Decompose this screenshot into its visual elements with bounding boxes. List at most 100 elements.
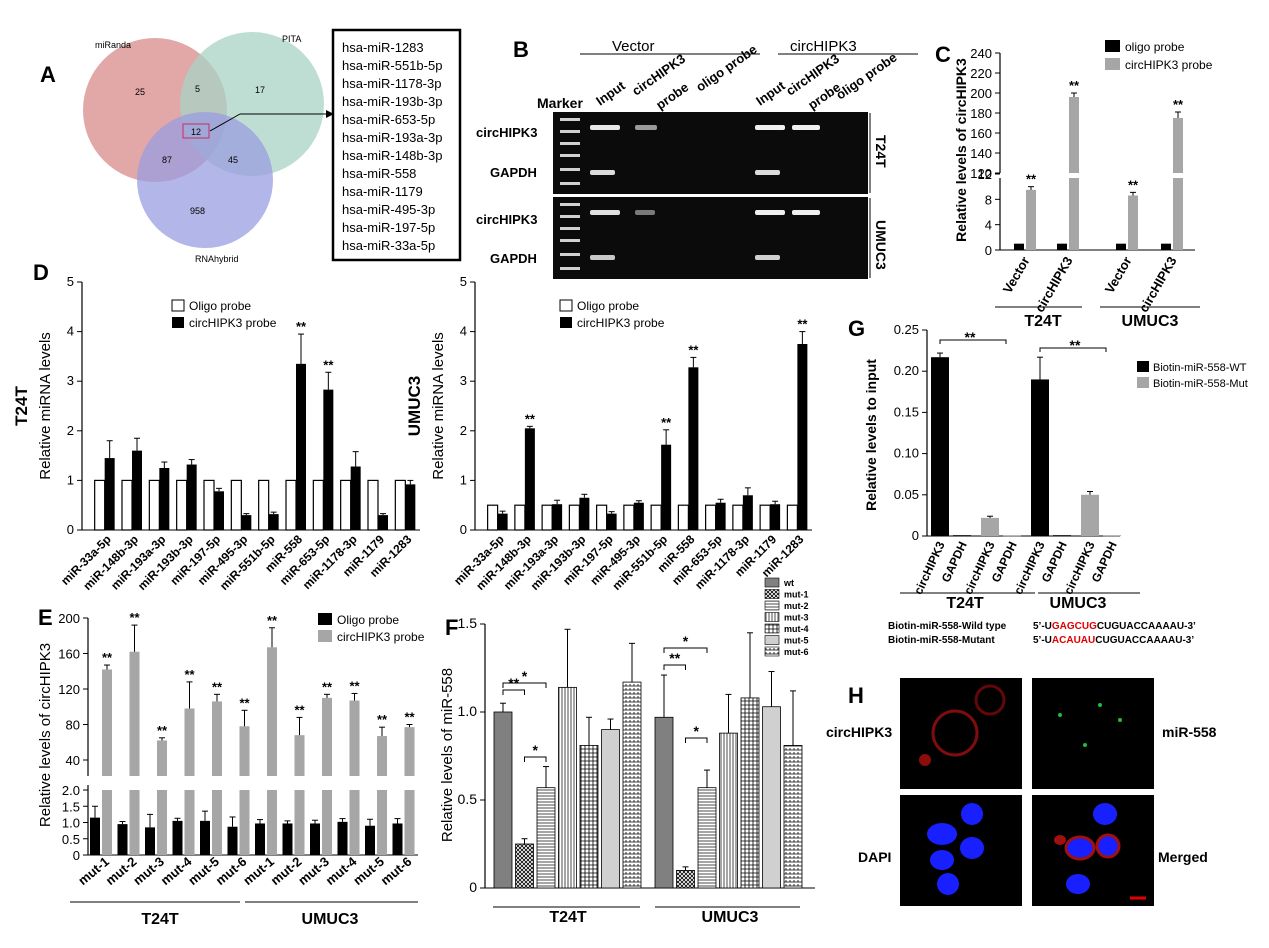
seq-mut-prefix: 5’-U (1033, 635, 1052, 646)
g-group-0: T24T (946, 595, 984, 612)
f-sig-1-0: ** (669, 650, 680, 666)
f-sig-bracket-0-1 (502, 682, 547, 688)
gel-row-1: circHIPK3 (476, 125, 537, 140)
f-sig-bracket-0-2 (524, 756, 547, 762)
gel-umuc3 (553, 197, 868, 279)
e-bar-circ-10-low (377, 790, 387, 855)
e-xtick-8: mut-3 (295, 854, 332, 888)
d2-bar-circ-10 (770, 504, 781, 530)
g-y-tick-label-0: 0 (912, 528, 919, 543)
f-bar-0-mut-3 (558, 686, 577, 889)
seq-wt: 5’-UGAGCUGCUGUACCAAAAU-3’ (1033, 621, 1196, 632)
e-y-tick-label-high-2: 120 (58, 682, 80, 697)
c-y-tick-label-high-4: 200 (970, 86, 992, 101)
c-bar-circhipk3-probe-0 (1026, 189, 1036, 250)
gel-band-10 (590, 255, 615, 260)
fish-green-dot-4 (1083, 743, 1087, 747)
c-bar-circhipk3-probe-2 (1128, 195, 1138, 250)
d1-bar-oligo-2 (148, 479, 160, 531)
venn-label-miranda: miRanda (95, 40, 131, 50)
seq-wt-suffix: CUGUACCAAAAU-3’ (1097, 621, 1196, 632)
fish-nucleus-3 (930, 850, 954, 870)
e-legend-0: Oligo probe (337, 613, 399, 627)
e-xtick-6: mut-1 (240, 854, 277, 888)
gel-row-4: GAPDH (490, 251, 537, 266)
d2-bar-circ-11 (797, 344, 808, 530)
panel-label-c: C (935, 42, 951, 67)
f-bar-1-mut-1 (676, 870, 695, 889)
e-ylabel: Relative levels of circHIPK3 (37, 643, 54, 827)
f-legend-swatch-1 (764, 589, 780, 599)
gel-band-3 (792, 125, 820, 130)
e-xtick-1: mut-2 (103, 854, 140, 888)
f-sig-1-2: * (694, 723, 700, 739)
gel-band-6 (590, 210, 620, 215)
gel-row-2: GAPDH (490, 165, 537, 180)
e-y-tick-label-low-3: 1.5 (62, 799, 80, 814)
venn-highlight-box (182, 123, 210, 139)
e-bar-circ-3 (184, 708, 195, 776)
g-bar-2 (981, 517, 999, 536)
gel-ladder-0-5 (560, 182, 580, 185)
e-xtick-11: mut-6 (378, 854, 415, 888)
seq-wt-label: Biotin-miR-558-Wild type (888, 621, 1007, 632)
g-xtick-0: circHIPK3 (911, 539, 948, 597)
e-bar-oligo-7 (282, 823, 293, 855)
g-bar-5 (1053, 535, 1071, 537)
f-bar-0-mut-6 (622, 681, 642, 889)
c-legend-1: circHIPK3 probe (1125, 58, 1213, 72)
gel-band-7 (635, 210, 655, 215)
c-y-tick-label-high-2: 160 (970, 126, 992, 141)
d2-legend-swatch-1 (560, 317, 572, 328)
gel-ladder-0-1 (560, 130, 580, 133)
panel-label-f: F (445, 615, 458, 640)
f-bar-0-mut-5 (601, 729, 620, 889)
d2-bar-circ-9 (742, 495, 753, 530)
g-bar-3 (1003, 535, 1021, 537)
venn-count-pita: 17 (255, 85, 265, 95)
e-bar-circ-5-low (239, 790, 250, 855)
fish-panel: circHIPK3 miR-558 DAPI Merged (826, 678, 1217, 906)
d1-bar-circ-6 (268, 514, 279, 530)
g-y-tick-label-2: 0.10 (894, 446, 919, 461)
fish-nucleus-4 (960, 837, 984, 859)
fish-label-circhipk3: circHIPK3 (826, 724, 892, 740)
d2-legend-swatch-0 (559, 299, 573, 312)
gel-ladder-1-3 (560, 239, 580, 242)
c-group-1: UMUC3 (1122, 313, 1179, 330)
e-bar-oligo-6 (255, 823, 265, 855)
d1-y-tick-label-4: 4 (67, 324, 74, 339)
d2-bar-circ-3 (579, 497, 590, 530)
g-bar-7 (1103, 535, 1121, 537)
e-bar-oligo-9 (337, 821, 348, 855)
g-group-1: UMUC3 (1050, 595, 1107, 612)
c-y-tick-label-low-2: 8 (985, 192, 992, 207)
f-ylabel: Relative levels of miR-558 (439, 668, 456, 842)
d2-bar-circ-5 (633, 502, 644, 530)
d2-bar-oligo-8 (705, 504, 717, 531)
fish-nucleus-1 (927, 823, 957, 845)
c-bar-circhipk3-probe-3 (1173, 118, 1183, 173)
d2-ylabel: Relative miRNA levels (430, 332, 447, 480)
d1-bar-circ-9 (350, 466, 361, 530)
d1-bar-circ-0 (104, 458, 115, 530)
d2-bar-oligo-1 (514, 504, 526, 531)
c-y-tick-label-high-0: 120 (970, 166, 992, 181)
d2-y-tick-label-3: 3 (460, 373, 467, 388)
g-y-tick-label-4: 0.20 (894, 363, 919, 378)
e-sig-9: ** (349, 678, 360, 693)
gel-t24t (553, 112, 868, 194)
d1-bar-oligo-9 (340, 479, 352, 531)
e-sig-8: ** (322, 679, 333, 694)
f-legend-2: mut-2 (784, 601, 809, 611)
c-bar-circhipk3-probe-1 (1069, 97, 1079, 173)
f-y-tick-label-0: 0 (469, 879, 477, 895)
d1-bar-circ-2 (159, 468, 170, 530)
mirna-item-hsa-mir-558: hsa-miR-558 (342, 166, 416, 181)
venn-diagram: miRanda PITA RNAhybrid 25 17 5 87 45 958… (83, 32, 334, 264)
f-sig-0-2: * (533, 742, 539, 758)
gel-ladder-0-2 (560, 142, 580, 145)
c-sig-0: ** (1026, 172, 1037, 187)
mirna-list-border (331, 28, 462, 262)
